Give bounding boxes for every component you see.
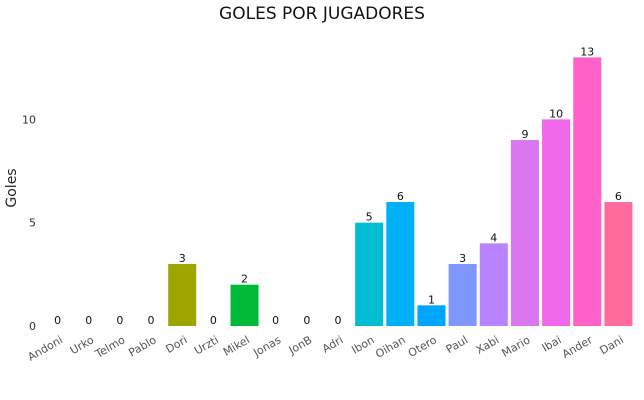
x-tick-label-oihan: Oihan (373, 333, 408, 360)
x-tick-label-ibon: Ibon (349, 333, 376, 356)
x-tick-label-dani: Dani (598, 333, 626, 357)
value-label-otero: 1 (428, 293, 435, 306)
value-label-xabi: 4 (490, 231, 497, 244)
bar-mikel[interactable] (230, 284, 259, 326)
x-tick-label-dori: Dori (163, 333, 189, 356)
bar-mario[interactable] (510, 140, 539, 326)
value-label-urko: 0 (85, 314, 92, 327)
bars-group (168, 57, 633, 326)
value-label-ander: 13 (580, 45, 594, 58)
bar-dani[interactable] (604, 202, 633, 326)
value-label-andoni: 0 (54, 314, 61, 327)
value-label-mikel: 2 (241, 273, 248, 286)
value-label-oihan: 6 (397, 190, 404, 203)
value-label-dori: 3 (179, 252, 186, 265)
bar-ander[interactable] (573, 57, 602, 326)
bar-dori[interactable] (168, 264, 197, 326)
value-label-mario: 9 (521, 128, 528, 141)
y-axis-label: Goles (4, 168, 20, 207)
bar-xabi[interactable] (479, 243, 508, 326)
x-tick-label-adri: Adri (320, 333, 345, 355)
value-label-ibon: 5 (366, 211, 373, 224)
bar-paul[interactable] (448, 264, 477, 326)
chart-title: GOLES POR JUGADORES (219, 4, 425, 24)
x-tick-label-xabi: Xabi (474, 333, 502, 356)
value-label-adri: 0 (335, 314, 342, 327)
y-tick-label: 0 (29, 320, 36, 333)
bar-ibai[interactable] (542, 119, 571, 326)
y-tick-label: 5 (29, 217, 36, 230)
y-axis-ticks: 0 5 10 (22, 113, 36, 333)
value-label-jonb: 0 (303, 314, 310, 327)
value-label-ibai: 10 (549, 107, 563, 120)
x-tick-label-pablo: Pablo (126, 333, 158, 359)
value-label-jonas: 0 (272, 314, 279, 327)
x-tick-label-andoni: Andoni (25, 333, 65, 363)
x-tick-label-ander: Ander (560, 333, 595, 361)
x-tick-label-mario: Mario (499, 333, 532, 360)
bar-oihan[interactable] (386, 202, 415, 326)
x-tick-label-paul: Paul (444, 333, 470, 356)
x-tick-label-mikel: Mikel (221, 333, 252, 358)
bar-otero[interactable] (417, 305, 446, 326)
bar-ibon[interactable] (355, 222, 384, 326)
value-label-urzti: 0 (210, 314, 217, 327)
x-tick-label-urzti: Urzti (192, 333, 221, 357)
x-tick-label-urko: Urko (68, 333, 97, 357)
value-label-pablo: 0 (148, 314, 155, 327)
value-label-paul: 3 (459, 252, 466, 265)
y-tick-label: 10 (22, 113, 36, 126)
x-tick-label-jonb: JonB (286, 333, 315, 357)
x-tick-label-jonas: Jonas (250, 333, 283, 360)
value-label-dani: 6 (615, 190, 622, 203)
x-tick-label-otero: Otero (406, 333, 439, 360)
value-label-telmo: 0 (116, 314, 123, 327)
x-tick-label-telmo: Telmo (92, 333, 127, 361)
